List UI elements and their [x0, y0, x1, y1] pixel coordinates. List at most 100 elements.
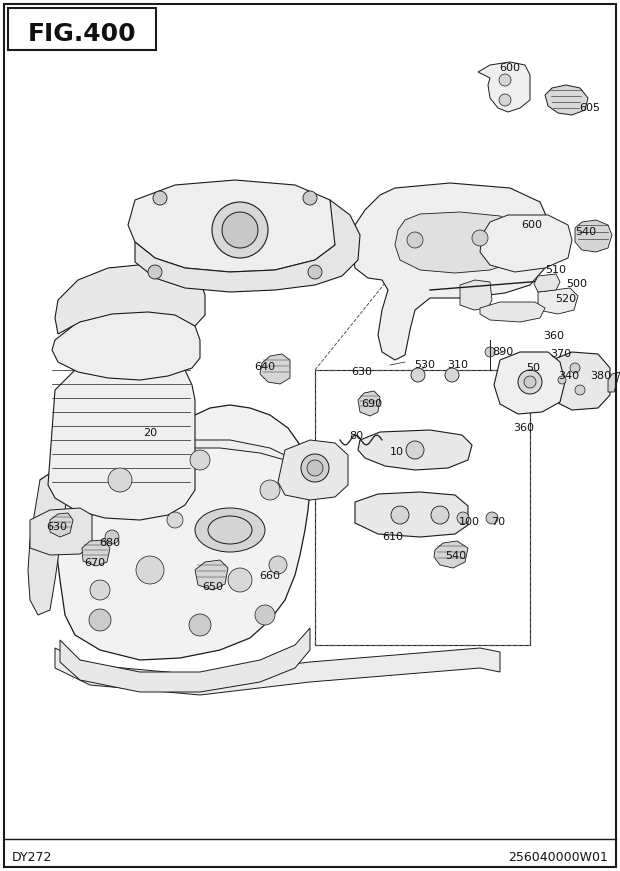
- Circle shape: [301, 454, 329, 482]
- Polygon shape: [480, 302, 545, 322]
- Circle shape: [89, 609, 111, 631]
- Circle shape: [472, 230, 488, 246]
- Text: 360: 360: [544, 331, 564, 341]
- Text: 530: 530: [415, 360, 435, 370]
- Polygon shape: [52, 310, 200, 380]
- Polygon shape: [28, 472, 70, 615]
- Polygon shape: [55, 648, 500, 695]
- Text: 50: 50: [526, 363, 540, 373]
- Polygon shape: [30, 508, 92, 555]
- Polygon shape: [135, 200, 360, 292]
- Circle shape: [485, 347, 495, 357]
- Polygon shape: [494, 352, 565, 414]
- Circle shape: [457, 512, 469, 524]
- Text: 360: 360: [513, 423, 534, 433]
- Text: 80: 80: [349, 431, 363, 441]
- Circle shape: [190, 450, 210, 470]
- Circle shape: [90, 580, 110, 600]
- Circle shape: [431, 506, 449, 524]
- Polygon shape: [434, 541, 468, 568]
- Circle shape: [167, 512, 183, 528]
- Polygon shape: [100, 440, 308, 475]
- Text: 660: 660: [260, 571, 280, 581]
- Text: 70: 70: [491, 517, 505, 527]
- Circle shape: [307, 460, 323, 476]
- Bar: [8, 8, 156, 50]
- Text: 690: 690: [361, 399, 383, 409]
- Circle shape: [189, 614, 211, 636]
- Polygon shape: [195, 560, 228, 590]
- Text: 510: 510: [546, 265, 567, 275]
- Circle shape: [499, 74, 511, 86]
- Text: 670: 670: [84, 558, 105, 568]
- Text: 630: 630: [46, 522, 68, 532]
- Text: 540: 540: [445, 551, 467, 561]
- Circle shape: [499, 94, 511, 106]
- Circle shape: [445, 368, 459, 382]
- Circle shape: [570, 363, 580, 373]
- Circle shape: [247, 522, 263, 538]
- Ellipse shape: [208, 516, 252, 544]
- Polygon shape: [352, 183, 548, 360]
- Text: 340: 340: [559, 371, 580, 381]
- Polygon shape: [545, 85, 588, 115]
- Circle shape: [308, 265, 322, 279]
- Text: 605: 605: [580, 103, 601, 113]
- Circle shape: [228, 568, 252, 592]
- Polygon shape: [480, 215, 572, 272]
- Circle shape: [105, 530, 119, 544]
- Circle shape: [518, 370, 542, 394]
- Text: 256040000W01: 256040000W01: [508, 850, 608, 863]
- Polygon shape: [128, 180, 340, 272]
- Text: 640: 640: [254, 362, 275, 372]
- Circle shape: [406, 441, 424, 459]
- Polygon shape: [278, 440, 348, 500]
- Polygon shape: [608, 372, 620, 392]
- Polygon shape: [55, 264, 205, 334]
- Circle shape: [486, 512, 498, 524]
- Text: 600: 600: [521, 220, 542, 230]
- Text: 610: 610: [383, 532, 404, 542]
- Text: 310: 310: [448, 360, 469, 370]
- Circle shape: [222, 212, 258, 248]
- Text: 630: 630: [352, 367, 373, 377]
- Circle shape: [255, 605, 275, 625]
- Text: 380: 380: [590, 371, 611, 381]
- Polygon shape: [358, 430, 472, 470]
- Polygon shape: [50, 513, 73, 537]
- Polygon shape: [260, 354, 290, 384]
- Text: 370: 370: [551, 349, 572, 359]
- Text: 540: 540: [575, 227, 596, 237]
- Circle shape: [391, 506, 409, 524]
- Text: shopmanualparts.com: shopmanualparts.com: [206, 448, 315, 458]
- Text: 890: 890: [492, 347, 513, 357]
- Circle shape: [108, 468, 132, 492]
- Text: 520: 520: [556, 294, 577, 304]
- Text: 20: 20: [143, 428, 157, 438]
- Text: 100: 100: [459, 517, 479, 527]
- Polygon shape: [40, 405, 310, 660]
- Polygon shape: [534, 274, 560, 292]
- Ellipse shape: [195, 508, 265, 552]
- Circle shape: [212, 202, 268, 258]
- Polygon shape: [395, 212, 522, 273]
- Circle shape: [269, 556, 287, 574]
- Polygon shape: [82, 540, 110, 566]
- Circle shape: [411, 368, 425, 382]
- Polygon shape: [478, 62, 530, 112]
- Polygon shape: [60, 628, 310, 692]
- Polygon shape: [538, 288, 578, 314]
- Text: DY272: DY272: [12, 850, 52, 863]
- Circle shape: [407, 232, 423, 248]
- Text: FIG.400: FIG.400: [28, 22, 136, 46]
- Circle shape: [575, 385, 585, 395]
- Text: 680: 680: [99, 538, 120, 548]
- Text: 500: 500: [567, 279, 588, 289]
- Bar: [315, 370, 530, 645]
- Text: 600: 600: [500, 63, 521, 73]
- Polygon shape: [355, 492, 468, 537]
- Polygon shape: [575, 220, 612, 252]
- Text: 10: 10: [390, 447, 404, 457]
- Circle shape: [148, 265, 162, 279]
- Circle shape: [153, 191, 167, 205]
